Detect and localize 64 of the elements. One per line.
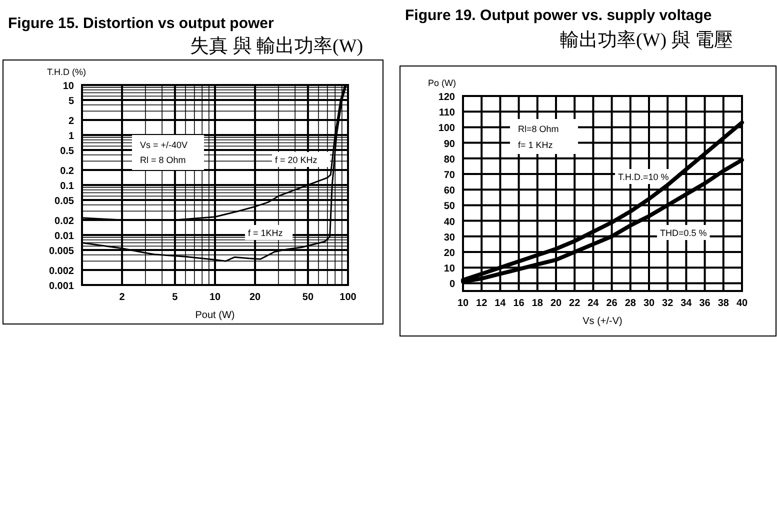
x-tick-label: 2: [119, 292, 126, 303]
y-axis-title: Po (W): [428, 78, 456, 88]
series-label: f = 1KHz: [248, 228, 284, 238]
y-tick-label: 5: [68, 96, 74, 108]
x-tick-label: 34: [680, 298, 692, 309]
annotation: Vs = +/-40V: [140, 140, 188, 150]
x-tick-label: 18: [532, 298, 544, 309]
x-tick-label: 20: [249, 292, 262, 303]
y-tick-label: 70: [444, 170, 456, 181]
y-tick-label: 90: [444, 138, 456, 150]
chart-title: Figure 15. Distortion vs output power: [8, 15, 274, 32]
y-tick-label: 0.5: [60, 146, 74, 158]
x-tick-label: 26: [606, 298, 618, 309]
x-tick-label: 100: [340, 292, 357, 303]
x-axis-title: Vs (+/-V): [582, 316, 622, 327]
series-label: THD=0.5 %: [660, 228, 707, 238]
x-tick-label: 24: [588, 298, 600, 309]
y-tick-label: 0.02: [54, 216, 74, 227]
annotation: Rl = 8 Ohm: [140, 155, 186, 165]
y-tick-label: 50: [444, 201, 456, 212]
x-tick-label: 10: [457, 298, 469, 309]
x-tick-label: 28: [624, 298, 636, 309]
x-tick-label: 5: [172, 292, 178, 303]
x-tick-label: 10: [209, 292, 221, 303]
y-tick-label: 60: [444, 186, 456, 197]
y-tick-label: 20: [444, 248, 456, 259]
y-tick-label: 100: [438, 123, 456, 134]
chart-title: Figure 19. Output power vs. supply voltage: [405, 7, 712, 24]
x-tick-label: 50: [302, 292, 314, 303]
y-tick-label: 10: [62, 81, 74, 92]
x-tick-label: 20: [550, 298, 562, 309]
y-axis-title: T.H.D (%): [47, 67, 86, 77]
y-tick-label: 0.002: [48, 266, 74, 277]
y-tick-label: 40: [444, 216, 456, 228]
y-tick-label: 110: [438, 108, 456, 119]
x-tick-label: 30: [643, 298, 655, 309]
series-label: T.H.D.=10 %: [618, 172, 669, 182]
chart-subtitle: 輸出功率(W) 與 電壓: [560, 29, 734, 51]
x-tick-label: 16: [513, 298, 525, 309]
series-label: f = 20 KHz: [275, 155, 318, 165]
x-tick-label: 36: [699, 298, 711, 309]
y-tick-label: 0: [449, 279, 456, 290]
y-tick-label: 0.2: [60, 166, 74, 177]
annotation: Rl=8 Ohm: [518, 124, 559, 134]
x-tick-label: 32: [662, 298, 674, 309]
y-tick-label: 80: [444, 154, 456, 166]
chart-subtitle: 失真 與 輸出功率(W): [190, 35, 364, 57]
y-tick-label: 0.001: [48, 281, 74, 292]
y-tick-label: 0.1: [60, 181, 74, 192]
y-tick-label: 10: [444, 264, 456, 275]
x-tick-label: 22: [569, 298, 581, 309]
annotation: f= 1 KHz: [518, 140, 554, 150]
y-tick-label: 0.01: [54, 231, 74, 242]
y-tick-label: 1: [68, 131, 74, 142]
x-axis-title: Pout (W): [195, 310, 235, 321]
x-tick-label: 12: [476, 298, 488, 309]
y-tick-label: 30: [444, 232, 456, 244]
y-tick-label: 2: [68, 116, 74, 127]
x-tick-label: 38: [718, 298, 730, 309]
y-tick-label: 0.005: [48, 246, 74, 258]
y-tick-label: 120: [438, 92, 456, 103]
x-tick-label: 14: [494, 298, 506, 309]
y-tick-label: 0.05: [54, 196, 74, 208]
x-tick-label: 40: [736, 298, 748, 309]
